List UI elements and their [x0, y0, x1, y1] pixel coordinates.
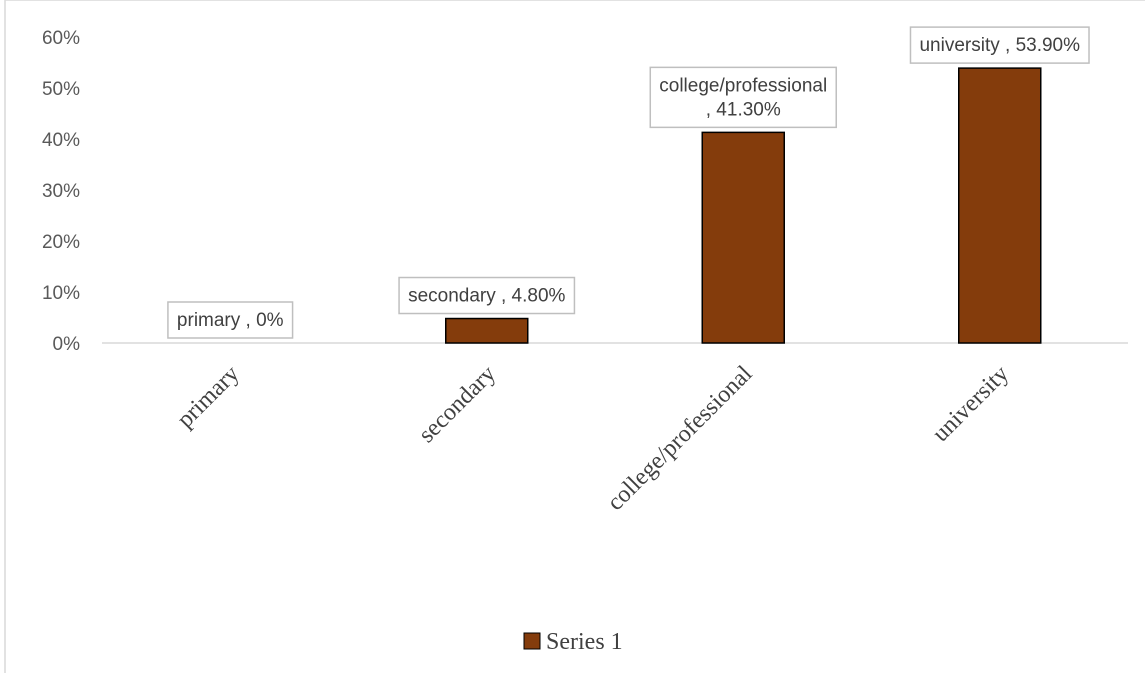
data-label-text: secondary , 4.80%	[408, 286, 565, 307]
y-tick-label: 40%	[42, 130, 80, 151]
legend: Series 1	[523, 629, 623, 655]
data-label: university , 53.90%	[909, 26, 1090, 64]
legend-label: Series 1	[546, 629, 623, 655]
data-label: secondary , 4.80%	[398, 276, 576, 315]
bar-series	[445, 67, 1042, 344]
data-labels: primary , 0% secondary , 4.80% college/pro…	[167, 26, 1090, 339]
data-label-box	[909, 26, 1090, 64]
bar	[958, 67, 1042, 344]
data-label: primary , 0%	[167, 301, 294, 339]
bar	[445, 317, 529, 344]
chart-border	[4, 0, 1145, 673]
data-label-text: college/professional	[659, 75, 827, 96]
legend-swatch	[523, 632, 541, 650]
data-label-text: primary , 0%	[177, 310, 284, 331]
data-label-text: , 41.30%	[706, 99, 781, 120]
data-label-box	[649, 66, 837, 129]
data-label-box	[398, 276, 576, 315]
y-tick-label: 20%	[42, 232, 80, 253]
bar	[701, 131, 785, 344]
y-tick-label: 30%	[42, 181, 80, 202]
y-tick-label: 60%	[42, 28, 80, 49]
y-tick-label: 10%	[42, 283, 80, 304]
data-label-text: university , 53.90%	[919, 35, 1080, 56]
data-label-box	[167, 301, 294, 339]
y-tick-label: 0%	[53, 334, 81, 355]
y-tick-label: 50%	[42, 79, 80, 100]
y-axis: 0% 10% 20% 30% 40% 50% 60%	[42, 28, 80, 355]
data-label: college/professional , 41.30%	[649, 66, 837, 129]
